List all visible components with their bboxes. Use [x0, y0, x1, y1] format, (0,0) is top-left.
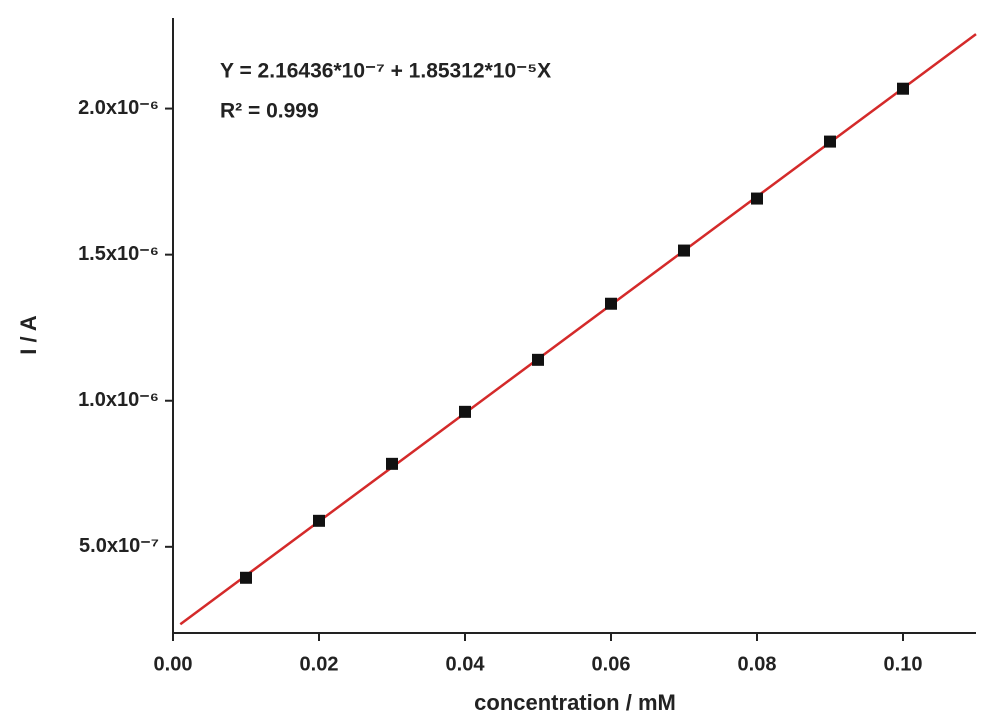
x-axis-title: concentration / mM — [474, 690, 676, 715]
x-tick-label: 0.00 — [154, 653, 193, 675]
x-tick-label: 0.10 — [884, 653, 923, 675]
data-point — [532, 353, 544, 366]
data-point — [751, 192, 763, 205]
data-point — [605, 297, 617, 310]
y-tick-label: 2.0x10⁻⁶ — [78, 97, 159, 119]
y-tick-label: 5.0x10⁻⁷ — [79, 535, 159, 557]
data-point — [240, 571, 252, 584]
x-tick-label: 0.04 — [446, 653, 486, 675]
data-point — [678, 244, 690, 257]
x-tick-label: 0.08 — [738, 653, 777, 675]
x-tick-label: 0.06 — [592, 653, 631, 675]
equation: Y = 2.16436*10⁻⁷ + 1.85312*10⁻⁵X — [220, 60, 551, 83]
data-point — [459, 405, 471, 418]
r-squared: R² = 0.999 — [220, 100, 319, 123]
y-tick-label: 1.5x10⁻⁶ — [78, 243, 159, 265]
data-point — [824, 135, 836, 148]
x-tick-label: 0.02 — [300, 653, 339, 675]
data-point — [897, 82, 909, 95]
y-axis-title: I / A — [16, 315, 41, 355]
fit-line — [179, 33, 977, 626]
data-point — [386, 457, 398, 470]
data-point — [313, 514, 325, 527]
y-tick-label: 1.0x10⁻⁶ — [78, 389, 159, 411]
